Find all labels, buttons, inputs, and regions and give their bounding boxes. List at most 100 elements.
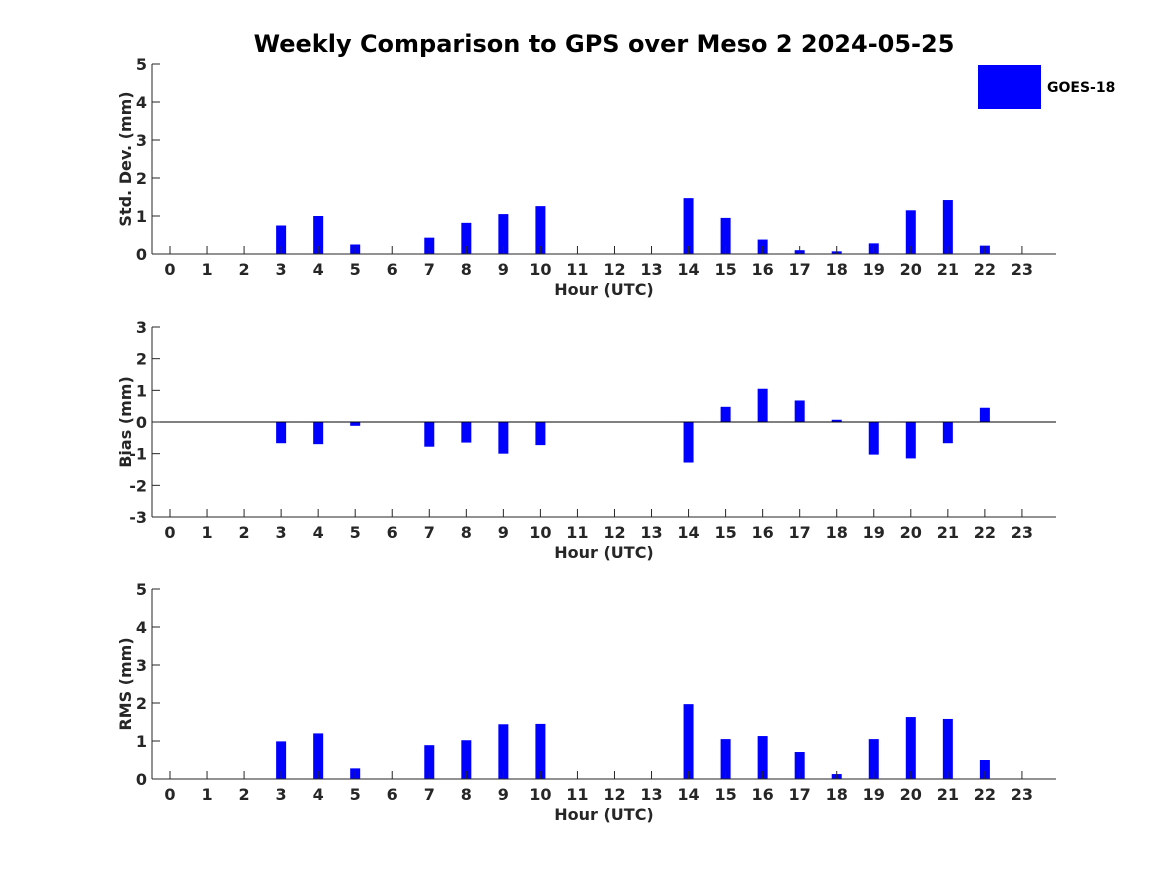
bar-rms-hour-9 [498, 724, 509, 779]
bar-rms-hour-14 [683, 704, 694, 779]
y-tick-label: 1 [136, 732, 147, 751]
x-tick-label: 7 [424, 785, 435, 804]
x-tick-label: 21 [937, 260, 959, 279]
bar-std-hour-7 [424, 237, 435, 254]
y-tick-label: -3 [129, 508, 147, 527]
bar-rms-hour-19 [868, 739, 879, 779]
y-tick-label: 3 [136, 318, 147, 337]
x-tick-label: 22 [974, 785, 996, 804]
y-tick-label: 0 [136, 245, 147, 264]
y-tick-label: 2 [136, 350, 147, 369]
bar-std-hour-4 [313, 216, 324, 254]
y-tick-label: 5 [136, 580, 147, 599]
x-axis-label: Hour (UTC) [554, 805, 654, 824]
y-tick-label: -2 [129, 476, 147, 495]
x-tick-label: 23 [1011, 260, 1033, 279]
bar-rms-hour-21 [942, 718, 953, 779]
x-tick-label: 6 [387, 260, 398, 279]
x-tick-label: 10 [529, 785, 551, 804]
x-tick-label: 4 [313, 523, 324, 542]
x-tick-label: 20 [900, 260, 922, 279]
x-tick-label: 4 [313, 260, 324, 279]
legend-swatch [978, 65, 1041, 109]
x-tick-label: 19 [863, 785, 885, 804]
x-tick-label: 11 [566, 260, 588, 279]
bar-bias-hour-5 [350, 422, 361, 426]
x-tick-label: 11 [566, 523, 588, 542]
x-tick-label: 21 [937, 523, 959, 542]
x-tick-label: 2 [239, 260, 250, 279]
x-tick-label: 16 [752, 260, 774, 279]
bar-bias-hour-7 [424, 422, 435, 447]
y-tick-label: 1 [136, 381, 147, 400]
x-tick-label: 7 [424, 260, 435, 279]
y-axis-label: Bias (mm) [116, 376, 135, 468]
bar-bias-hour-9 [498, 422, 509, 454]
bar-std-hour-15 [720, 217, 731, 254]
x-tick-label: 14 [677, 523, 699, 542]
y-axis-label: RMS (mm) [116, 637, 135, 730]
y-axis-label: Std. Dev. (mm) [116, 91, 135, 226]
x-tick-label: 18 [826, 523, 848, 542]
x-tick-label: 9 [498, 260, 509, 279]
x-tick-label: 8 [461, 785, 472, 804]
x-tick-label: 2 [239, 523, 250, 542]
x-tick-label: 1 [201, 523, 212, 542]
x-tick-label: 19 [863, 523, 885, 542]
x-tick-label: 4 [313, 785, 324, 804]
y-tick-label: 3 [136, 131, 147, 150]
x-tick-label: 12 [603, 785, 625, 804]
y-tick-label: -1 [129, 445, 147, 464]
x-axis-label: Hour (UTC) [554, 280, 654, 299]
x-tick-label: 7 [424, 523, 435, 542]
bar-bias-hour-21 [942, 422, 953, 444]
bar-std-hour-10 [535, 206, 546, 254]
bar-rms-hour-10 [535, 723, 546, 779]
x-tick-label: 3 [276, 785, 287, 804]
x-tick-label: 10 [529, 523, 551, 542]
y-tick-label: 0 [136, 770, 147, 789]
x-tick-label: 1 [201, 260, 212, 279]
y-tick-label: 4 [136, 93, 147, 112]
x-tick-label: 0 [164, 785, 175, 804]
x-tick-label: 21 [937, 785, 959, 804]
x-tick-label: 13 [640, 523, 662, 542]
bar-bias-hour-19 [868, 422, 879, 455]
x-tick-label: 13 [640, 260, 662, 279]
x-tick-label: 23 [1011, 785, 1033, 804]
bar-bias-hour-15 [720, 406, 731, 422]
x-tick-label: 20 [900, 785, 922, 804]
bar-bias-hour-14 [683, 422, 694, 463]
bar-std-hour-20 [905, 210, 916, 254]
bar-rms-hour-15 [720, 739, 731, 779]
bar-bias-hour-16 [757, 388, 768, 422]
x-tick-label: 18 [826, 785, 848, 804]
bar-bias-hour-22 [979, 407, 990, 422]
x-tick-label: 1 [201, 785, 212, 804]
x-tick-label: 0 [164, 260, 175, 279]
bar-rms-hour-8 [461, 740, 472, 779]
bar-std-hour-3 [276, 225, 287, 254]
x-tick-label: 5 [350, 260, 361, 279]
legend: GOES-18 [978, 65, 1115, 109]
x-tick-label: 17 [789, 260, 811, 279]
x-tick-label: 3 [276, 260, 287, 279]
x-tick-label: 23 [1011, 523, 1033, 542]
x-tick-label: 14 [677, 785, 699, 804]
bar-bias-hour-3 [276, 422, 287, 444]
x-tick-label: 10 [529, 260, 551, 279]
x-axis-label: Hour (UTC) [554, 543, 654, 562]
x-tick-label: 15 [714, 260, 736, 279]
x-tick-label: 13 [640, 785, 662, 804]
x-tick-label: 9 [498, 523, 509, 542]
x-tick-label: 3 [276, 523, 287, 542]
bar-rms-hour-16 [757, 736, 768, 779]
x-tick-label: 15 [714, 785, 736, 804]
x-tick-label: 12 [603, 523, 625, 542]
y-tick-label: 0 [136, 413, 147, 432]
x-tick-label: 15 [714, 523, 736, 542]
